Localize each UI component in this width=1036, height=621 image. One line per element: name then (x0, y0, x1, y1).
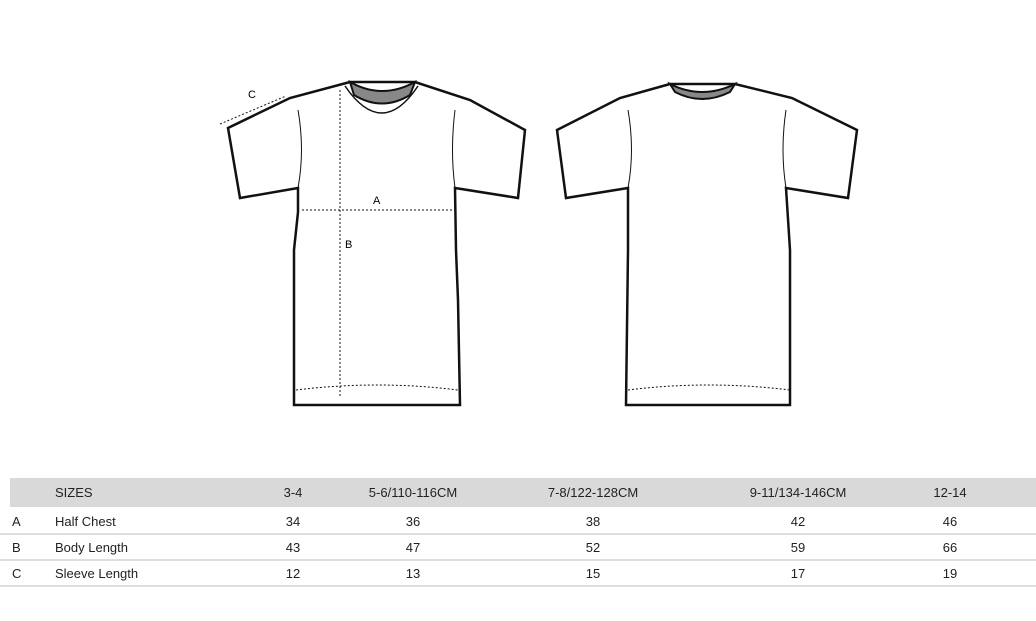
header-size: 7-8/122-128CM (547, 485, 639, 500)
table-row: A Half Chest 34 36 38 42 46 (0, 507, 1036, 535)
header-size: 12-14 (933, 485, 967, 500)
cell: 43 (285, 540, 301, 555)
tshirt-front (219, 79, 527, 407)
cell: 34 (285, 514, 301, 529)
cell: 36 (405, 514, 421, 529)
cell: 38 (585, 514, 601, 529)
table-header: SIZES 3-4 5-6/110-116CM 7-8/122-128CM 9-… (10, 478, 1036, 507)
cell: 19 (942, 566, 958, 581)
cell: 42 (790, 514, 806, 529)
header-size: 9-11/134-146CM (749, 485, 847, 500)
header-sizes: SIZES (55, 485, 93, 500)
cell: 46 (942, 514, 958, 529)
cell: 66 (942, 540, 958, 555)
label-b: B (345, 239, 352, 251)
cell: 13 (405, 566, 421, 581)
row-name: Half Chest (55, 514, 116, 529)
row-code: A (12, 514, 21, 529)
row-code: C (12, 566, 22, 581)
cell: 15 (585, 566, 601, 581)
row-name: Body Length (55, 540, 129, 555)
cell: 47 (405, 540, 421, 555)
row-name: Sleeve Length (55, 566, 139, 581)
header-size: 3-4 (283, 485, 303, 500)
cell: 17 (790, 566, 806, 581)
cell: 52 (585, 540, 601, 555)
cell: 59 (790, 540, 806, 555)
tshirt-back (555, 81, 859, 407)
label-a: A (373, 195, 381, 207)
row-code: B (12, 540, 21, 555)
label-c: C (248, 89, 256, 101)
table-row: C Sleeve Length 12 13 15 17 19 (0, 559, 1036, 587)
tshirt-diagrams: B A C (219, 79, 859, 407)
header-size: 5-6/110-116CM (368, 485, 458, 500)
table-row: B Body Length 43 47 52 59 66 (0, 533, 1036, 561)
cell: 12 (285, 566, 301, 581)
